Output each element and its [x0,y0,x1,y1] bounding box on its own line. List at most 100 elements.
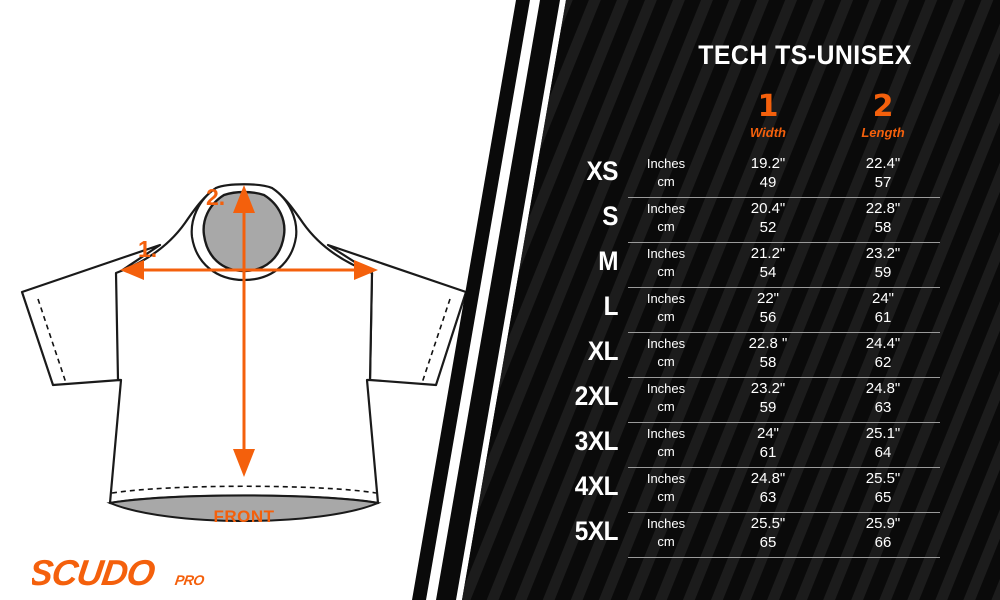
table-row: XL Inches cm 22.8 " 58 24.4" 62 [540,332,980,377]
row-separator [628,332,940,333]
row-separator [628,557,940,558]
width-inches-value: 25.5" [750,515,786,532]
length-marker-label: 2. [206,184,225,210]
length-cm-value: 62 [874,354,892,371]
length-cm-value: 64 [874,444,892,461]
row-separator [628,287,940,288]
unit-label-cm: cm [657,399,675,414]
table-row: 2XL Inches cm 23.2" 59 24.8" 63 [540,377,980,422]
table-row: 3XL Inches cm 24" 61 25.1" 64 [540,422,980,467]
width-inches-value: 19.2" [750,155,786,172]
length-inches-value: 22.8" [865,200,901,217]
unit-label-inches: Inches [646,426,686,441]
row-separator [628,377,940,378]
unit-label-inches: Inches [646,246,686,261]
logo-suffix-text: PRO [174,572,206,588]
unit-label-inches: Inches [646,471,686,486]
column-caption-length: Length [861,125,905,140]
table-row: 4XL Inches cm 24.8" 63 25.5" 65 [540,467,980,512]
unit-label-cm: cm [657,264,675,279]
unit-label-inches: Inches [646,291,686,306]
size-label: S [602,201,618,231]
row-separator [628,197,940,198]
width-cm-value: 54 [759,264,777,281]
table-row: 5XL Inches cm 25.5" 65 25.9" 66 [540,512,980,557]
unit-label-cm: cm [657,489,675,504]
width-cm-value: 49 [759,174,777,191]
hem-stitch [111,485,377,494]
width-cm-value: 63 [759,489,777,506]
length-inches-value: 24" [871,290,894,307]
length-cm-value: 61 [874,309,892,326]
width-cm-value: 59 [759,399,777,416]
width-inches-value: 21.2" [750,245,786,262]
unit-label-cm: cm [657,534,675,549]
length-inches-value: 23.2" [865,245,901,262]
row-separator [628,467,940,468]
unit-label-cm: cm [657,174,675,189]
length-inches-value: 25.5" [865,470,901,487]
unit-label-cm: cm [657,309,675,324]
length-cm-value: 58 [874,219,892,236]
size-label: L [603,291,619,321]
length-inches-value: 22.4" [865,155,901,172]
unit-label-inches: Inches [646,336,686,351]
size-label: 5XL [574,516,619,546]
row-separator [628,242,940,243]
table-row [540,557,980,558]
size-label: 3XL [574,426,619,456]
tshirt-diagram: 1. 2. FRONT [20,183,468,525]
width-cm-value: 58 [759,354,777,371]
length-cm-value: 65 [874,489,892,506]
width-inches-value: 23.2" [750,380,786,397]
column-caption-width: Width [750,125,786,140]
right-cuff-stitch [421,298,451,384]
width-arrow-head-left [120,260,144,280]
length-cm-value: 59 [874,264,892,281]
size-label: 2XL [574,381,619,411]
unit-label-inches: Inches [646,381,686,396]
length-arrow-head-top [233,185,255,213]
divider-bar-inner [412,0,530,600]
width-cm-value: 56 [759,309,777,326]
page-title: TECH TS-UNISEX [698,40,912,70]
width-inches-value: 24.8" [750,470,786,487]
column-header-width: 1 Width [708,89,828,141]
table-row: XS Inches cm 19.2" 49 22.4" 57 [540,152,980,197]
length-inches-value: 24.8" [865,380,901,397]
size-label: M [598,246,618,276]
width-inches-value: 22" [756,290,779,307]
size-label: 4XL [574,471,619,501]
width-cm-value: 61 [759,444,777,461]
left-cuff-stitch [37,298,67,384]
width-arrow-head-right [354,260,378,280]
table-row: L Inches cm 22" 56 24" 61 [540,287,980,332]
unit-label-inches: Inches [646,516,686,531]
column-number-1: 1 [757,89,779,124]
hem-shade [106,494,382,522]
column-header-length: 2 Length [823,89,943,141]
unit-label-cm: cm [657,444,675,459]
unit-label-inches: Inches [646,156,686,171]
row-separator [628,512,940,513]
divider-bar-outer [436,0,560,600]
logo-brand-text: SCUDO [32,552,158,593]
width-cm-value: 65 [759,534,777,551]
length-inches-value: 25.9" [865,515,901,532]
row-separator [628,422,940,423]
width-inches-value: 20.4" [750,200,786,217]
panel-stripe-texture [462,0,1000,600]
table-row: S Inches cm 20.4" 52 22.8" 58 [540,197,980,242]
length-cm-value: 57 [874,174,892,191]
size-table: XS Inches cm 19.2" 49 22.4" 57 S Inches cm 20.4" 52… [540,152,980,558]
width-inches-value: 22.8 " [748,335,788,352]
column-number-2: 2 [872,89,894,124]
unit-label-inches: Inches [646,201,686,216]
size-label: XL [587,336,619,366]
width-cm-value: 52 [759,219,777,236]
size-label: XS [586,156,618,186]
length-inches-value: 24.4" [865,335,901,352]
table-row: M Inches cm 21.2" 54 23.2" 59 [540,242,980,287]
